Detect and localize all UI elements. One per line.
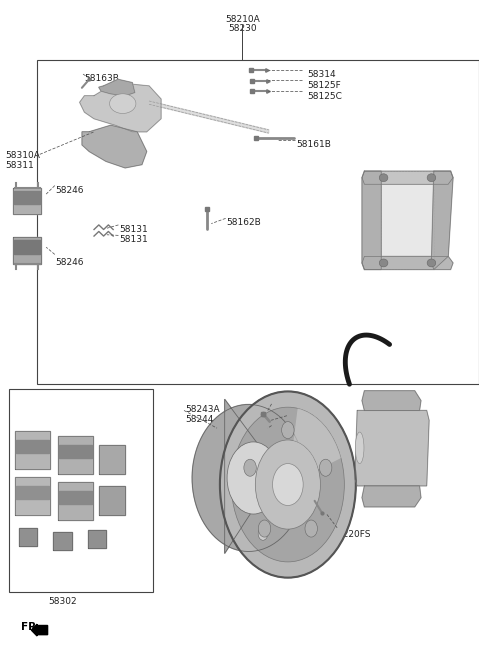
Text: FR.: FR. xyxy=(21,622,40,632)
Polygon shape xyxy=(59,491,92,504)
Polygon shape xyxy=(88,530,106,548)
Text: 58131: 58131 xyxy=(120,225,148,234)
Ellipse shape xyxy=(109,94,136,114)
Text: 58314: 58314 xyxy=(307,70,336,79)
Polygon shape xyxy=(59,445,92,459)
Circle shape xyxy=(258,527,268,540)
Text: 58246: 58246 xyxy=(56,258,84,267)
Polygon shape xyxy=(362,171,453,184)
Text: 58210A: 58210A xyxy=(225,15,260,24)
Ellipse shape xyxy=(427,259,436,267)
Text: 58161B: 58161B xyxy=(297,141,331,149)
Ellipse shape xyxy=(427,173,436,181)
Polygon shape xyxy=(149,101,269,133)
Polygon shape xyxy=(19,528,37,546)
Circle shape xyxy=(255,440,321,529)
Polygon shape xyxy=(99,79,135,96)
Polygon shape xyxy=(15,478,49,515)
Circle shape xyxy=(273,464,303,505)
Polygon shape xyxy=(362,486,421,507)
Ellipse shape xyxy=(379,173,388,181)
Wedge shape xyxy=(293,409,341,469)
Circle shape xyxy=(244,459,256,476)
Text: 58243A: 58243A xyxy=(185,405,219,414)
Polygon shape xyxy=(82,125,147,168)
Polygon shape xyxy=(80,83,161,132)
Text: 58163B: 58163B xyxy=(84,74,120,83)
Bar xyxy=(36,60,480,384)
Circle shape xyxy=(231,407,344,562)
Circle shape xyxy=(220,392,356,578)
Text: 58125F: 58125F xyxy=(307,81,341,89)
Text: 58131: 58131 xyxy=(120,235,148,244)
Polygon shape xyxy=(381,171,434,269)
Text: 1351JD: 1351JD xyxy=(288,411,320,420)
Ellipse shape xyxy=(355,432,364,464)
Polygon shape xyxy=(362,256,453,269)
Polygon shape xyxy=(16,440,48,453)
Circle shape xyxy=(319,459,332,476)
Text: 58411B: 58411B xyxy=(273,424,307,432)
Polygon shape xyxy=(14,240,40,254)
Polygon shape xyxy=(192,399,302,553)
Circle shape xyxy=(227,442,280,514)
Text: 58310A: 58310A xyxy=(5,152,40,160)
Text: 58162B: 58162B xyxy=(227,218,261,227)
Polygon shape xyxy=(12,237,41,264)
Text: 1220FS: 1220FS xyxy=(338,530,372,539)
Text: 58230: 58230 xyxy=(228,24,257,33)
Polygon shape xyxy=(99,445,125,474)
Text: 58311: 58311 xyxy=(5,161,34,170)
Polygon shape xyxy=(58,482,93,520)
Ellipse shape xyxy=(379,259,388,267)
Text: 58302: 58302 xyxy=(48,597,77,606)
Circle shape xyxy=(305,520,317,537)
Text: 58246: 58246 xyxy=(56,185,84,194)
Polygon shape xyxy=(12,187,41,214)
Text: 58125C: 58125C xyxy=(307,92,342,101)
Polygon shape xyxy=(15,432,49,470)
Polygon shape xyxy=(53,532,72,550)
Polygon shape xyxy=(99,486,125,515)
Polygon shape xyxy=(432,171,453,269)
Polygon shape xyxy=(362,391,421,411)
Polygon shape xyxy=(14,191,40,204)
FancyArrow shape xyxy=(31,624,48,636)
Polygon shape xyxy=(355,411,429,486)
Polygon shape xyxy=(362,171,381,269)
Circle shape xyxy=(282,422,294,439)
Polygon shape xyxy=(16,486,48,499)
Polygon shape xyxy=(58,436,93,474)
Circle shape xyxy=(258,520,271,537)
Text: 58244: 58244 xyxy=(185,415,213,424)
Text: 57725A: 57725A xyxy=(273,399,307,407)
Bar xyxy=(9,389,153,592)
